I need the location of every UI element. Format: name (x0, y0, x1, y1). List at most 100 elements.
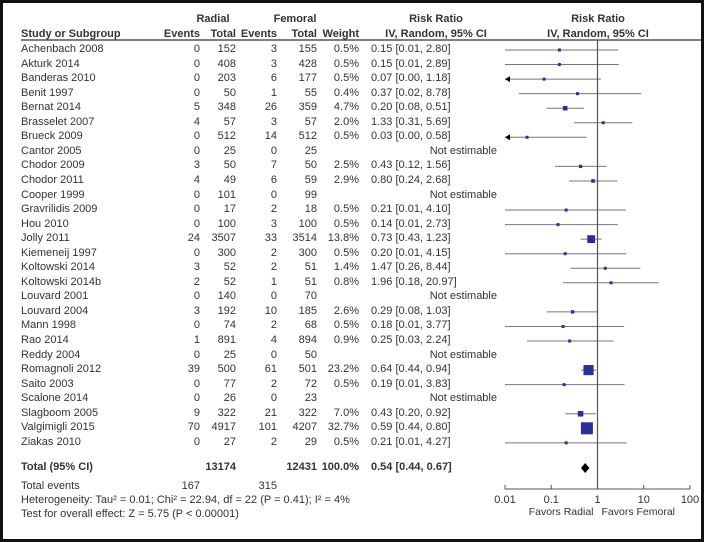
radial-events: 0 (193, 217, 200, 230)
point-estimate (591, 179, 595, 183)
study-name: Scalone 2014 (21, 392, 89, 405)
point-estimate (583, 365, 594, 376)
weight: 0.5% (333, 203, 359, 216)
weight: 2.9% (333, 173, 359, 186)
risk-ratio-text: 0.59 [0.44, 0.80] (371, 421, 451, 434)
point-estimate (563, 252, 567, 256)
radial-total: 26 (223, 392, 236, 405)
femoral-total: 100 (298, 217, 317, 230)
weight: 7.0% (333, 406, 359, 419)
point-estimate (562, 105, 568, 111)
risk-ratio-text: 1.33 [0.31, 5.69] (371, 115, 451, 128)
radial-events: 9 (193, 406, 200, 419)
femoral-events: 101 (258, 421, 277, 434)
study-name: Koltowski 2014b (21, 275, 102, 288)
femoral-total: 72 (304, 377, 317, 390)
total-events-radial: 167 (181, 480, 200, 492)
femoral-total: 59 (304, 173, 317, 186)
radial-total: 500 (217, 363, 236, 376)
femoral-events: 3 (270, 57, 277, 70)
radial-total: 77 (223, 377, 236, 390)
radial-events: 0 (193, 348, 200, 361)
femoral-events: 2 (270, 435, 277, 448)
radial-total: 512 (217, 130, 236, 143)
x-tick-label: 0.01 (494, 494, 515, 506)
femoral-total: 177 (298, 72, 317, 85)
study-name: Valgimigli 2015 (21, 421, 95, 434)
study-name: Brueck 2009 (21, 130, 83, 143)
weight: 0.5% (333, 435, 359, 448)
radial-total: 3507 (211, 232, 236, 245)
femoral-events: 6 (270, 173, 277, 186)
risk-ratio-text: Not estimable (429, 290, 497, 303)
total-radial: 13174 (205, 461, 236, 473)
study-name: Louvard 2004 (21, 304, 89, 317)
study-name: Louvard 2001 (21, 290, 89, 303)
risk-ratio-text: 0.18 [0.01, 3.77] (371, 319, 451, 332)
study-name: Kiemeneij 1997 (21, 246, 97, 259)
point-estimate (570, 310, 575, 314)
col-events-femoral: Events (240, 28, 277, 40)
x-tick-label: 1 (594, 494, 600, 506)
radial-events: 0 (193, 392, 200, 405)
femoral-total: 25 (304, 144, 317, 157)
risk-ratio-text: 0.20 [0.08, 0.51] (371, 101, 451, 114)
weight: 2.6% (333, 304, 359, 317)
femoral-events: 3 (270, 115, 277, 128)
col-rr: IV, Random, 95% CI (385, 28, 487, 40)
femoral-total: 4207 (292, 421, 317, 434)
radial-events: 5 (193, 101, 200, 114)
femoral-events: 0 (270, 188, 277, 201)
femoral-events: 1 (270, 86, 277, 99)
femoral-events: 4 (270, 334, 277, 346)
risk-ratio-text: 0.19 [0.01, 3.83] (371, 377, 451, 390)
femoral-events: 0 (270, 144, 277, 157)
weight: 0.5% (333, 57, 359, 70)
risk-ratio-text: Not estimable (429, 144, 497, 157)
risk-ratio-text: 0.20 [0.01, 4.15] (371, 246, 451, 259)
radial-total: 50 (223, 86, 236, 99)
point-estimate (577, 410, 584, 417)
point-estimate (576, 92, 580, 96)
study-name: Rao 2014 (21, 334, 69, 346)
risk-ratio-text: Not estimable (429, 188, 497, 201)
radial-total: 100 (217, 217, 236, 230)
study-name: Mann 1998 (21, 319, 77, 332)
study-name: Cooper 1999 (21, 188, 85, 201)
weight: 0.5% (333, 130, 359, 143)
radial-events: 1 (193, 334, 200, 346)
femoral-total: 29 (304, 435, 317, 448)
radial-total: 408 (217, 57, 236, 70)
weight: 2.5% (333, 159, 359, 172)
study-name: Benit 1997 (21, 86, 74, 99)
radial-total: 17 (223, 203, 236, 216)
point-estimate (556, 223, 560, 227)
radial-events: 0 (193, 377, 200, 390)
study-name: Akturk 2014 (21, 57, 80, 70)
col-events-radial: Events (163, 28, 200, 40)
femoral-events: 0 (270, 290, 277, 303)
radial-total: 50 (223, 159, 236, 172)
radial-events: 0 (193, 144, 200, 157)
radial-total: 57 (223, 115, 236, 128)
favors-femoral-label: Favors Femoral (602, 506, 676, 518)
risk-ratio-text: 0.25 [0.03, 2.24] (371, 334, 451, 346)
x-tick-label: 10 (638, 494, 650, 506)
point-estimate (525, 135, 529, 139)
pooled-diamond (581, 463, 590, 473)
femoral-events: 2 (270, 261, 277, 274)
radial-events: 3 (193, 261, 200, 274)
col-total-radial: Total (210, 28, 236, 40)
femoral-total: 57 (304, 115, 317, 128)
total-events-label: Total events (21, 480, 80, 492)
radial-total: 52 (223, 275, 236, 288)
point-estimate (557, 63, 561, 67)
femoral-events: 10 (264, 304, 277, 317)
radial-total: 74 (223, 319, 236, 332)
femoral-events: 1 (270, 275, 277, 288)
femoral-events: 2 (270, 246, 277, 259)
weight: 1.4% (333, 261, 359, 274)
total-femoral: 12431 (286, 461, 317, 473)
risk-ratio-text: 0.15 [0.01, 2.89] (371, 57, 451, 70)
